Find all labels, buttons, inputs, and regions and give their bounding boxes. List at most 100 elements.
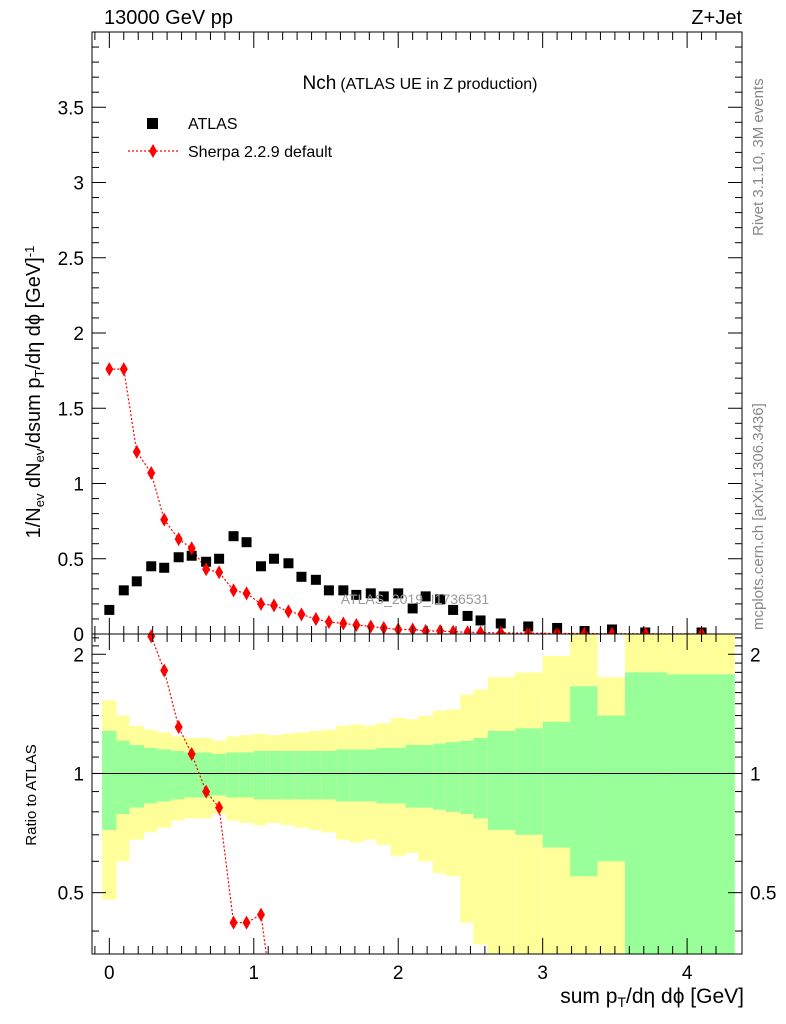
atlas-data-point <box>283 558 294 569</box>
x-tick-label: 4 <box>682 963 693 984</box>
ratio-plot-panel: 0.5 0.5 1 1 2 2 0 1 2 3 4 Ratio to ATLAS sum pT/dη… <box>23 629 776 1010</box>
ratio-uncertainty-band-inner <box>570 686 598 877</box>
sherpa-data-point <box>229 583 238 598</box>
x-axis-label: sum pT/dη dϕ [GeV] <box>560 985 744 1010</box>
atlas-data-point <box>448 604 459 615</box>
analysis-watermark: ATLAS_2019_I1736531 <box>341 591 490 607</box>
sherpa-ratio-point <box>187 746 196 761</box>
legend-label-sherpa: Sherpa 2.2.9 default <box>188 144 333 161</box>
atlas-data-point <box>323 585 334 596</box>
sherpa-data-point <box>352 617 361 632</box>
main-y-tick-label: 2.5 <box>58 249 84 270</box>
legend: ATLAS Sherpa 2.2.9 default <box>128 116 333 161</box>
ratio-y-tick-label-right: 2 <box>750 645 761 666</box>
ratio-y-tick-label-right: 0.5 <box>750 884 776 905</box>
ratio-uncertainty-band-inner <box>226 752 240 798</box>
sherpa-ratio-point <box>147 629 156 644</box>
sherpa-ratio-point <box>257 907 265 922</box>
ratio-uncertainty-band-inner <box>625 672 667 954</box>
ratio-uncertainty-band-inner <box>432 743 446 810</box>
ratio-uncertainty-band-inner <box>418 744 433 808</box>
sherpa-data-point <box>160 512 169 527</box>
ratio-uncertainty-band-inner <box>171 750 185 800</box>
atlas-data-point <box>146 561 157 572</box>
sherpa-data-point <box>339 616 348 631</box>
ratio-uncertainty-band-inner <box>294 750 309 800</box>
atlas-data-point <box>118 585 129 596</box>
sherpa-data-point <box>311 611 320 626</box>
sherpa-ratio-point <box>174 720 183 735</box>
atlas-data-point <box>495 618 506 629</box>
ratio-uncertainty-band-inner <box>597 715 625 862</box>
atlas-data-point <box>201 556 212 567</box>
atlas-data-point <box>159 562 170 573</box>
ratio-uncertainty-band-inner <box>281 750 295 800</box>
ratio-uncertainty-band-inner <box>445 742 461 812</box>
main-y-tick-label: 2 <box>73 324 84 345</box>
x-axis-label-part: sum p <box>560 985 617 1008</box>
sherpa-data-point <box>284 604 293 619</box>
legend-marker-sherpa <box>149 144 157 158</box>
atlas-data-point <box>256 561 266 572</box>
sherpa-ratio-point <box>242 915 251 930</box>
ratio-uncertainty-band-inner <box>515 728 543 835</box>
sherpa-ratio-point <box>202 784 211 799</box>
atlas-data-point <box>104 604 115 615</box>
ratio-uncertainty-band-inner <box>487 731 516 830</box>
ratio-uncertainty-band-inner <box>321 750 337 800</box>
atlas-data-point <box>435 594 446 605</box>
sherpa-line <box>109 368 702 635</box>
atlas-data-point <box>338 585 349 596</box>
ratio-uncertainty-band-inner <box>157 749 172 802</box>
atlas-data-point <box>407 603 418 614</box>
ratio-uncertainty-band-inner <box>376 747 391 804</box>
ratio-y-axis-label: Ratio to ATLAS <box>23 744 40 845</box>
sherpa-ratio-point <box>215 800 224 815</box>
energy-label: 13000 GeV pp <box>104 7 233 29</box>
main-y-axis-label-part: T <box>32 370 47 378</box>
ratio-uncertainty-band-inner <box>405 744 419 808</box>
plot-title-subtitle: (ATLAS UE in Z production) <box>340 76 537 93</box>
main-y-axis-label-part: ev <box>32 448 47 462</box>
sherpa-data-point <box>132 444 141 459</box>
sherpa-data-point <box>187 541 196 556</box>
ratio-uncertainty-band-inner <box>116 740 130 814</box>
atlas-data-point <box>228 531 239 542</box>
ratio-uncertainty-band-inner <box>391 747 406 804</box>
main-plot-panel: 0 0.5 1 1.5 2 2.5 3 3.5 Nch (ATLAS UE in Z produ… <box>22 31 743 646</box>
ratio-uncertainty-band-inner <box>253 750 267 800</box>
ratio-uncertainty-band-inner <box>184 752 199 798</box>
ratio-uncertainty-band-inner <box>102 731 117 830</box>
sherpa-data-point <box>324 614 333 629</box>
main-y-tick-label: 0.5 <box>58 550 84 571</box>
legend-marker-atlas <box>147 118 158 129</box>
sherpa-data-point <box>366 619 375 634</box>
atlas-data-point <box>365 588 376 599</box>
mcplots-reference-label: mcplots.cern.ch [arXiv:1306.3436] <box>750 403 767 630</box>
atlas-data-point <box>296 571 307 582</box>
main-y-tick-label: 0 <box>73 625 84 646</box>
x-axis-label-part: /dη dϕ [GeV] <box>626 985 744 1008</box>
sherpa-data-point <box>174 532 183 547</box>
ratio-uncertainty-band-inner <box>473 737 488 819</box>
ratio-uncertainty-band-inner <box>144 747 157 804</box>
sherpa-data-point <box>147 465 156 480</box>
atlas-data-point <box>173 552 184 563</box>
main-y-tick-label: 3.5 <box>58 98 84 119</box>
ratio-y-tick-label-left: 2 <box>73 645 84 666</box>
atlas-data-point <box>131 576 142 587</box>
atlas-data-point <box>214 553 225 564</box>
ratio-uncertainty-band-inner <box>542 721 571 848</box>
main-y-tick-label: 1 <box>73 475 84 496</box>
ratio-uncertainty-band-inner <box>211 753 227 796</box>
sherpa-data-point <box>119 362 128 377</box>
ratio-uncertainty-band-inner <box>349 749 364 802</box>
sherpa-ratio-point <box>160 663 169 678</box>
sherpa-data-point <box>215 565 224 580</box>
sherpa-data-point <box>270 598 278 613</box>
sherpa-data-point <box>242 586 251 601</box>
ratio-uncertainty-band-inner <box>336 749 350 802</box>
atlas-data-point <box>241 537 252 548</box>
main-y-axis-label-part: /dη dϕ [GeV] <box>23 257 45 369</box>
